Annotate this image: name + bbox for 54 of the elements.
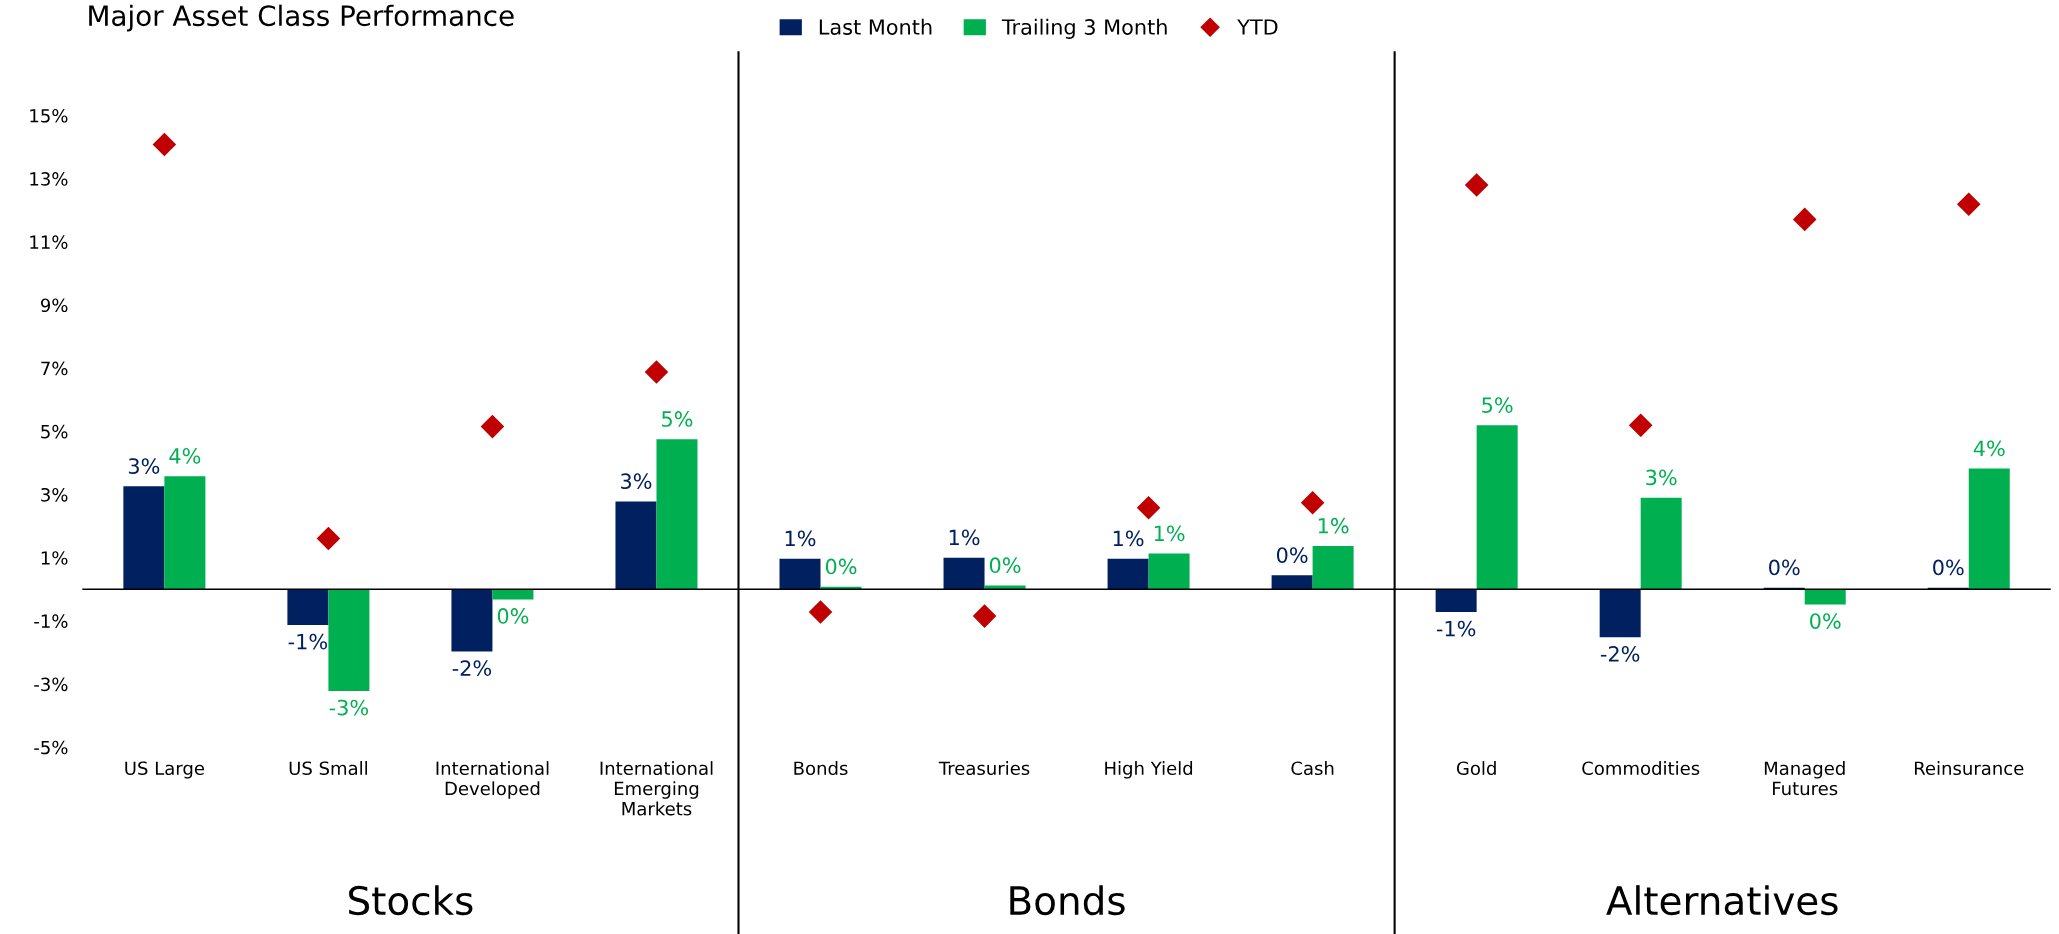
text: Bonds [1010, 885, 1125, 916]
legend-label: Last Month [819, 18, 932, 35]
x-tick-label: Cash [1291, 761, 1334, 776]
x-tick-label: International Developed [436, 761, 549, 799]
x-tick-label: Commodities [1582, 761, 1700, 776]
text: Stocks [349, 885, 473, 916]
x-tick-label: Managed Futures [1764, 761, 1845, 796]
y-tick-label: 15% [30, 108, 68, 123]
data-label: 4% [169, 448, 201, 464]
x-tick-label: US Large [125, 761, 205, 779]
text: Alternatives [1606, 885, 1838, 916]
x-tick-label: Reinsurance [1914, 761, 2024, 776]
y-tick-label: 1% [41, 551, 68, 565]
data-label: 0% [825, 558, 857, 575]
y-tick-label: 7% [41, 361, 68, 376]
chart-title: Major Asset Class Performance [89, 4, 514, 32]
data-label: 1% [949, 529, 980, 546]
x-tick-label: High Yield [1105, 761, 1193, 779]
data-label: 4% [1973, 440, 2005, 457]
data-label: 5% [662, 411, 693, 427]
data-label: 0% [989, 557, 1021, 574]
data-label: 1% [785, 530, 816, 547]
y-tick-label: 13% [30, 172, 68, 186]
data-label: 1% [1318, 517, 1349, 534]
data-label: 1% [1154, 525, 1185, 542]
legend-label: YTD [1237, 19, 1278, 35]
legend-label: Trailing 3 Month [1001, 18, 1167, 39]
data-label: -2% [452, 660, 492, 676]
x-tick-label: Bonds [794, 761, 848, 776]
data-label: 0% [1933, 559, 1964, 576]
data-label: 3% [621, 473, 652, 490]
data-label: 0% [1810, 613, 1841, 629]
y-tick-label: -5% [34, 740, 68, 755]
data-label: 3% [1646, 469, 1677, 486]
data-label: -2% [1600, 645, 1640, 662]
data-label: 3% [128, 458, 160, 474]
y-tick-label: 5% [41, 424, 68, 439]
x-tick-label: US Small [289, 761, 367, 776]
x-tick-label: International Emerging Markets [600, 761, 713, 816]
y-tick-label: -3% [34, 677, 68, 692]
data-label: -1% [288, 633, 328, 650]
data-label: 5% [1482, 397, 1513, 413]
data-label: 0% [1276, 547, 1308, 563]
data-label: 1% [1113, 530, 1144, 547]
data-label: 0% [497, 608, 529, 624]
y-tick-label: 9% [40, 298, 68, 313]
data-label: -1% [1436, 620, 1476, 637]
data-label: -3% [329, 699, 369, 716]
x-tick-label: Gold [1456, 761, 1496, 776]
x-tick-label: Treasuries [938, 761, 1030, 776]
y-tick-label: -1% [34, 614, 68, 628]
y-tick-label: 3% [41, 487, 68, 502]
data-label: 0% [1769, 559, 1800, 576]
y-tick-label: 11% [30, 235, 68, 249]
